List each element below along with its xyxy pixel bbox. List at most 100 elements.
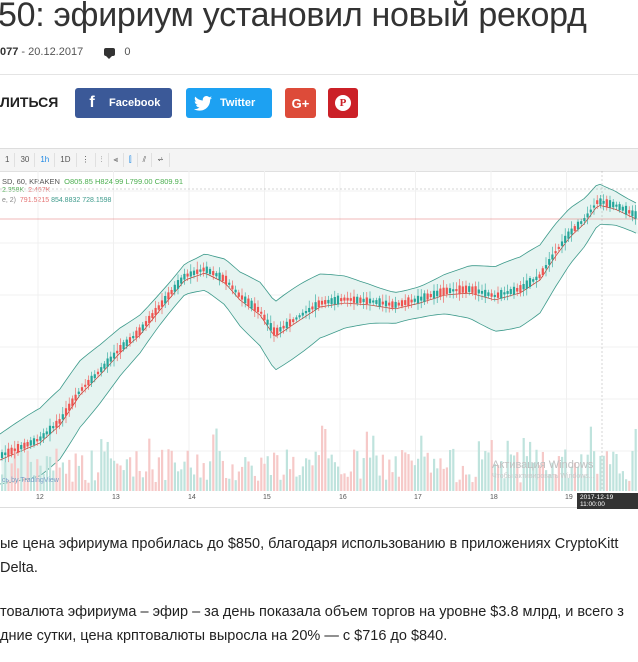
volume-bar	[221, 460, 224, 491]
volume-bar	[407, 454, 410, 491]
volume-bar	[189, 467, 192, 491]
article-date: 20.12.2017	[28, 46, 84, 58]
candle-body	[557, 246, 560, 249]
candle-body	[215, 273, 218, 277]
candle-body	[381, 301, 384, 305]
volume-bar	[103, 451, 106, 491]
volume-bar	[113, 460, 116, 491]
candle-body	[173, 284, 176, 292]
volume-bar	[276, 455, 279, 491]
author-name[interactable]: 077	[0, 46, 19, 58]
pinterest-share-button[interactable]: P	[328, 88, 358, 118]
candle-body	[157, 305, 160, 310]
candle-body	[541, 268, 544, 276]
candle-body	[314, 302, 317, 310]
volume-bar	[535, 449, 538, 491]
candle-body	[602, 200, 605, 204]
volume-bar	[141, 477, 144, 491]
candle-body	[458, 285, 461, 295]
candle-body	[119, 345, 122, 353]
candle-body	[320, 300, 324, 305]
candle-body	[570, 228, 573, 235]
volume-bar	[183, 461, 186, 491]
volume-bar	[68, 459, 71, 491]
candle-body	[20, 445, 23, 449]
volume-bar	[439, 458, 442, 491]
volume-bar	[289, 469, 292, 491]
price-chart[interactable]: 1 30 1h 1D ⋮ ⫶ ⫷ ⫿ ⫽ ⩫ SD, 60, KRAKEN O8…	[0, 148, 638, 509]
candle-body	[180, 277, 183, 284]
candle-body	[589, 209, 592, 213]
candle-body	[42, 433, 45, 439]
toolbar-item[interactable]: ⫿	[124, 153, 138, 167]
volume-bar	[45, 456, 48, 491]
candle-body	[68, 403, 71, 411]
candle-body	[484, 289, 487, 297]
volume-bar	[77, 465, 80, 491]
x-axis-label: 13	[112, 494, 120, 501]
candle-body	[263, 314, 266, 321]
volume-bar	[151, 469, 154, 491]
toolbar-item[interactable]: 1	[0, 153, 16, 167]
chart-toolbar: 1 30 1h 1D ⋮ ⫶ ⫷ ⫿ ⫽ ⩫	[0, 149, 638, 172]
candle-body	[378, 298, 381, 307]
volume-bar	[359, 478, 362, 491]
candle-body	[61, 414, 64, 420]
volume-bar	[109, 458, 112, 491]
candle-body	[384, 300, 388, 307]
candle-body	[612, 201, 615, 208]
volume-bar	[173, 462, 176, 491]
toolbar-item[interactable]: ⫷	[109, 153, 125, 167]
toolbar-item[interactable]: ⫶	[96, 153, 109, 167]
toolbar-item[interactable]: 1D	[55, 153, 77, 167]
candle-body	[84, 384, 87, 387]
candle-body	[317, 300, 320, 308]
candle-body	[631, 210, 634, 217]
candle-body	[592, 205, 596, 208]
article-meta: 077 - 20.12.2017 0	[0, 46, 131, 60]
volume-bar	[493, 464, 496, 491]
volume-bar	[49, 456, 52, 491]
comment-count[interactable]: 0	[124, 46, 131, 58]
toolbar-item[interactable]: 1h	[35, 153, 56, 167]
paragraph-2-line-1: товалюта эфириума – эфир – за день показ…	[0, 604, 624, 620]
volume-bar	[257, 480, 260, 491]
toolbar-item[interactable]: ⫽	[138, 153, 153, 167]
toolbar-item[interactable]: ⋮	[77, 153, 96, 167]
candle-body	[135, 330, 138, 338]
candle-body	[154, 307, 157, 316]
candle-body	[372, 300, 375, 303]
google-plus-share-button[interactable]: G+	[285, 88, 316, 118]
toolbar-item[interactable]: ⩫	[152, 153, 170, 167]
volume-bar	[298, 475, 301, 491]
volume-bar	[557, 456, 560, 491]
volume-bar	[295, 476, 298, 491]
candle-body	[474, 286, 477, 295]
volume-bar	[573, 462, 576, 491]
candlestick-plot[interactable]	[0, 171, 638, 491]
tradingview-credit[interactable]: сь by TradingView	[2, 477, 59, 484]
volume-bar	[55, 448, 58, 491]
toolbar-item[interactable]: 30	[15, 153, 36, 167]
candle-body	[423, 293, 426, 302]
twitter-share-button[interactable]: Twitter	[186, 88, 272, 118]
candle-body	[400, 300, 404, 307]
volume-bar	[177, 471, 180, 491]
candle-body	[586, 213, 589, 218]
volume-bar	[513, 455, 516, 491]
volume-bar	[285, 449, 288, 491]
volume-bar	[551, 462, 554, 491]
candle-body	[608, 200, 612, 208]
candle-body	[461, 286, 464, 293]
candle-body	[199, 269, 202, 272]
facebook-share-button[interactable]: f Facebook	[75, 88, 172, 118]
candle-body	[244, 296, 247, 304]
comment-icon[interactable]	[104, 48, 116, 60]
candle-body	[432, 290, 436, 299]
volume-bar	[13, 449, 16, 491]
volume-bar	[52, 470, 55, 491]
candle-body	[141, 324, 144, 331]
candle-body	[90, 375, 93, 383]
candle-body	[170, 289, 173, 295]
share-label: ЛИТЬСЯ	[0, 94, 59, 110]
